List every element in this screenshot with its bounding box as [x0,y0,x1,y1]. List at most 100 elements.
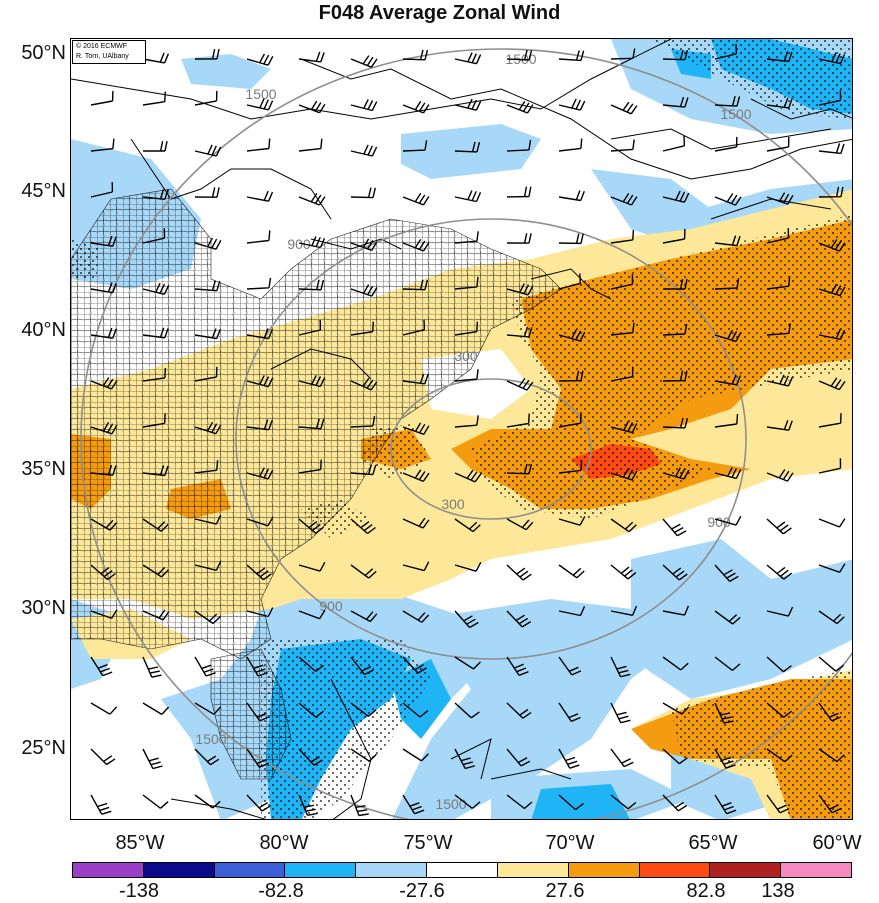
wind-barb [766,606,794,617]
wind-barb [558,413,582,428]
wind-barb [142,52,170,64]
wind-barb [766,469,794,482]
wind-barb [194,280,221,292]
wind-barb [506,794,533,810]
credit-box: © 2016 ECMWF R. Torn, UAlbany [72,40,146,64]
wind-barb [662,467,690,480]
wind-barb [766,419,793,431]
colorbar-swatch [568,863,640,877]
wind-barb [142,367,167,382]
wind-barb [610,702,631,724]
wind-barb [506,748,531,767]
colorbar-swatch [285,863,357,877]
wind-barb [246,467,274,480]
lon-label-80w: 80°W [259,832,309,854]
wind-barb [298,702,325,718]
wind-barb [142,91,166,106]
map-title: F048 Average Zonal Wind [318,2,561,24]
wind-barb [714,564,739,583]
wind-barb [90,138,115,152]
wind-barb [350,99,378,112]
wind-barb [818,52,846,65]
wind-barb [714,702,734,724]
wind-barb [246,794,271,812]
wind-barb [766,702,793,718]
wind-barb [558,516,586,526]
wind-barb [142,413,166,428]
wind-barb [246,419,273,431]
wind-barb [610,274,634,290]
credit-line-1: © 2016 ECMWF [76,43,128,50]
wind-barb [350,610,378,623]
wind-barb [714,413,739,428]
wind-barb [454,748,475,770]
wind-barb [142,327,169,339]
colorbar-swatch [143,863,215,877]
wind-barb [558,329,586,342]
wind-barb [766,564,793,580]
wind-barb [90,377,118,390]
wind-barb [558,98,586,111]
colorbar-swatch [639,863,711,877]
colorbar-label-3: -27.6 [399,880,445,902]
wind-barb [350,144,378,157]
wind-barb [90,794,112,815]
wind-barb [402,239,430,252]
wind-barb [454,702,480,719]
wind-barb [142,794,169,809]
wind-barb [506,326,533,338]
lat-label-35n: 35°N [21,458,66,480]
wind-barb [298,279,325,291]
wind-barb [298,236,326,249]
wind-barb [506,186,532,198]
wind-barb [558,748,580,769]
wind-barb [662,417,689,429]
wind-barb [454,231,479,244]
range-ring-label: 1500 [245,86,276,102]
wind-barb [662,135,686,152]
wind-barb [766,228,790,244]
wind-barb [506,377,534,391]
colorbar-swatch [781,863,851,877]
wind-barb [194,144,222,157]
wind-barb [454,561,482,572]
wind-barb [142,465,169,477]
wind-barb [246,564,272,581]
wind-barb [90,518,118,531]
range-ring-label: 900 [319,598,343,614]
colorbar-swatch [214,863,286,877]
wind-barb [714,278,740,290]
wind-barb [142,518,169,532]
wind-barb [90,702,118,715]
coastlines [71,39,852,819]
wind-barb [506,233,532,244]
wind-barb [194,610,221,625]
wind-barb [298,51,325,63]
wind-barb [350,321,374,336]
lon-label-70w: 70°W [545,832,595,854]
wind-barb [610,366,634,382]
wind-barb [402,422,430,435]
wind-barb [298,794,318,816]
wind-barb [194,187,220,198]
wind-barb [662,518,687,537]
range-ring-label: 900 [707,514,731,530]
wind-barb [90,564,116,581]
wind-barb [558,138,583,152]
wind-barb [298,418,325,430]
wind-barb [818,518,846,528]
wind-barb [350,187,376,199]
wind-barb [818,186,844,198]
wind-barb [818,656,845,672]
wind-barb [246,230,271,244]
wind-barb [350,564,377,579]
wind-barb [142,702,170,715]
lat-label-40n: 40°N [21,319,66,341]
wind-barb [90,656,113,677]
wind-barb [142,228,166,244]
wind-barb [246,516,274,527]
wind-barb [350,518,376,535]
wind-barb [246,328,273,340]
wind-barb [610,139,635,152]
wind-barb [662,748,688,765]
